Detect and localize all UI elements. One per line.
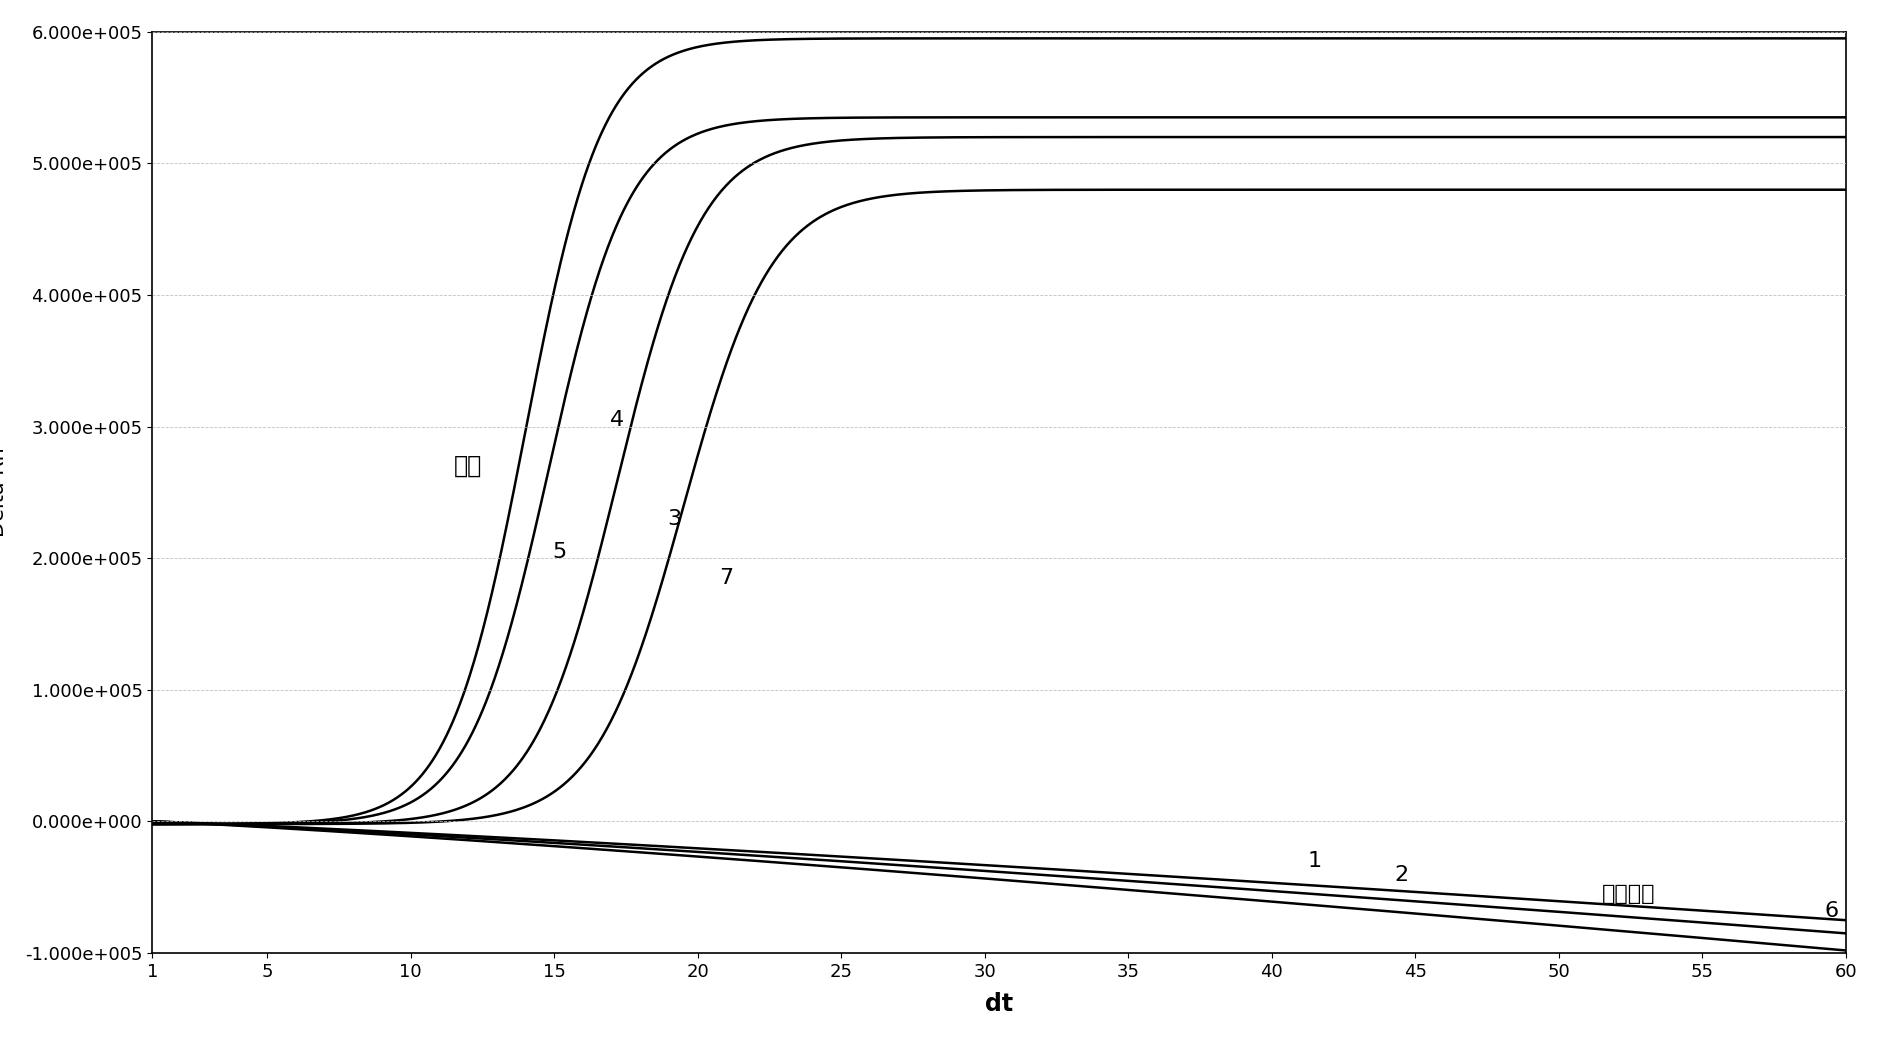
Text: 阳性: 阳性 — [453, 454, 481, 478]
Text: 阴性对照: 阴性对照 — [1602, 884, 1656, 904]
Text: 5: 5 — [552, 541, 567, 561]
Text: 2: 2 — [1393, 865, 1408, 885]
Y-axis label: Delta Rn: Delta Rn — [0, 448, 8, 537]
Text: 1: 1 — [1307, 851, 1323, 870]
Text: 4: 4 — [611, 410, 624, 430]
X-axis label: dt: dt — [986, 992, 1012, 1016]
Text: 7: 7 — [719, 568, 733, 588]
Text: 3: 3 — [668, 508, 681, 528]
Text: 6: 6 — [1825, 901, 1838, 921]
